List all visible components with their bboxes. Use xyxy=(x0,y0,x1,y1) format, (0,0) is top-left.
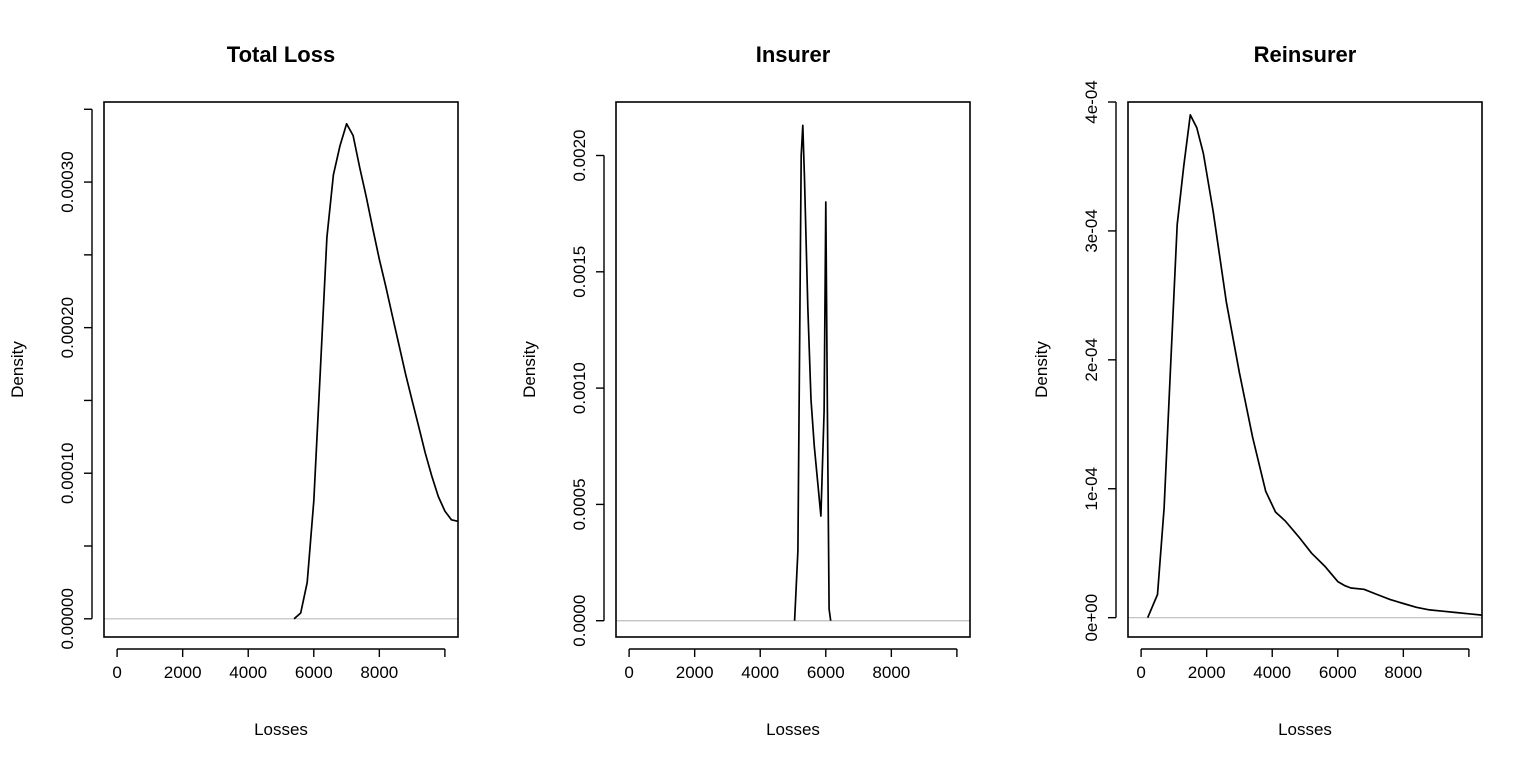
density-curve xyxy=(1146,114,1483,619)
x-tick-label: 8000 xyxy=(1384,663,1422,682)
x-tick-label: 8000 xyxy=(360,663,398,682)
y-tick-label: 0.00010 xyxy=(58,442,77,503)
chart-title: Insurer xyxy=(756,42,831,67)
y-tick-label: 0.0000 xyxy=(570,595,589,647)
x-tick-label: 0 xyxy=(112,663,121,682)
y-axis-title: Density xyxy=(520,341,539,398)
density-curve xyxy=(293,122,459,620)
y-axis-title: Density xyxy=(1032,341,1051,398)
x-axis-title: Losses xyxy=(254,720,308,739)
y-tick-label: 0.0010 xyxy=(570,362,589,414)
chart-title: Reinsurer xyxy=(1254,42,1357,67)
x-tick-label: 0 xyxy=(1136,663,1145,682)
y-tick-label: 0.00020 xyxy=(58,297,77,358)
y-tick-label: 3e-04 xyxy=(1082,209,1101,252)
x-tick-label: 2000 xyxy=(1188,663,1226,682)
plot-frame xyxy=(615,101,971,638)
y-tick-label: 4e-04 xyxy=(1082,80,1101,123)
y-tick-label: 0.00030 xyxy=(58,151,77,212)
y-axis-title: Density xyxy=(8,341,27,398)
x-tick-label: 4000 xyxy=(229,663,267,682)
plot-frame xyxy=(103,101,459,638)
x-tick-label: 8000 xyxy=(872,663,910,682)
y-tick-label: 1e-04 xyxy=(1082,467,1101,510)
x-axis-title: Losses xyxy=(1278,720,1332,739)
y-tick-label: 0.0005 xyxy=(570,478,589,530)
x-axis-title: Losses xyxy=(766,720,820,739)
panel-2: Insurer 0 2000 4000 6000 8000 0.0000 0.0005 0.00… xyxy=(520,42,971,739)
x-tick-label: 2000 xyxy=(676,663,714,682)
x-tick-label: 4000 xyxy=(1253,663,1291,682)
density-curve xyxy=(793,124,832,621)
chart-title: Total Loss xyxy=(227,42,335,67)
y-tick-label: 0e+00 xyxy=(1082,594,1101,642)
x-tick-label: 4000 xyxy=(741,663,779,682)
x-tick-label: 6000 xyxy=(807,663,845,682)
x-tick-label: 6000 xyxy=(1319,663,1357,682)
x-tick-label: 2000 xyxy=(164,663,202,682)
plot-frame xyxy=(1127,101,1483,638)
x-tick-label: 6000 xyxy=(295,663,333,682)
y-tick-label: 0.0020 xyxy=(570,130,589,182)
y-tick-label: 0.00000 xyxy=(58,588,77,649)
y-tick-label: 0.0015 xyxy=(570,246,589,298)
panel-1: Total Loss 0 2000 4000 6000 8000 0.00000 0.0001… xyxy=(8,42,459,739)
x-tick-label: 0 xyxy=(624,663,633,682)
panel-3: Reinsurer 0 2000 4000 6000 8000 0e+00 1e-04 2e-0… xyxy=(1032,42,1483,739)
y-tick-label: 2e-04 xyxy=(1082,338,1101,381)
